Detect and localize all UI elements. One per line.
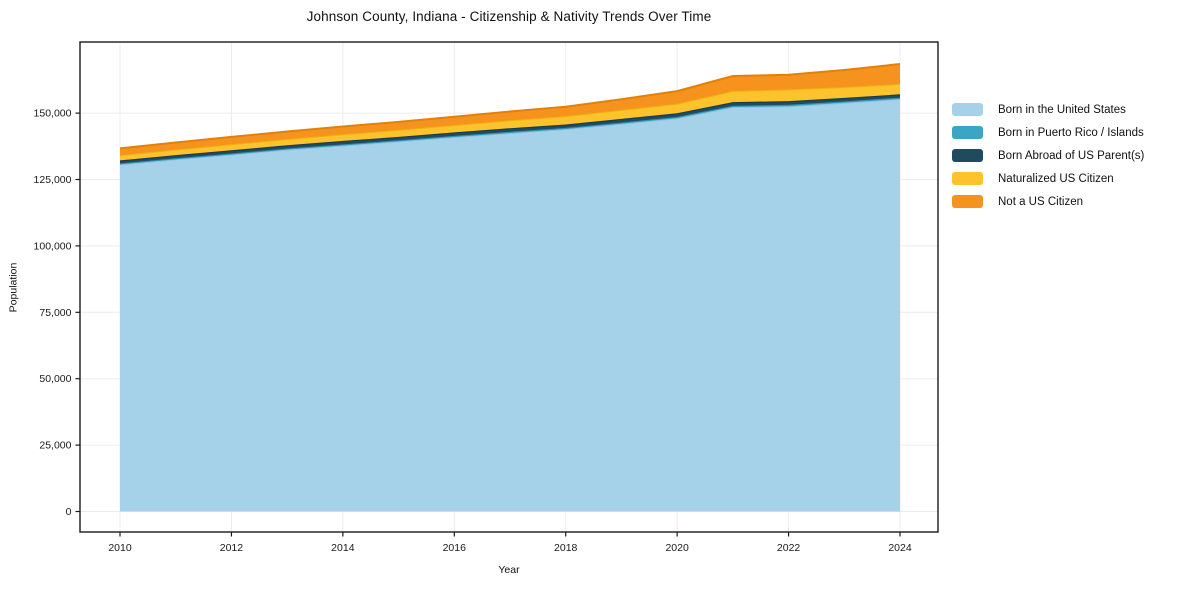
plot-frame: [79, 41, 939, 533]
legend-item: Born in Puerto Rico / Islands: [952, 126, 1144, 139]
legend-item: Not a US Citizen: [952, 195, 1144, 208]
legend-swatch-icon: [952, 172, 983, 185]
area-series-3: [120, 83, 900, 161]
x-tick-label: 2018: [554, 542, 578, 554]
area-edge-4: [119, 63, 901, 150]
legend-label: Born in Puerto Rico / Islands: [998, 126, 1144, 139]
x-tick-label: 2022: [777, 542, 801, 554]
x-tick-label: 2014: [331, 542, 355, 554]
y-tick-label: 150,000: [34, 108, 72, 120]
legend-swatch-icon: [952, 195, 983, 208]
y-tick-label: 0: [66, 506, 72, 518]
x-tick-label: 2020: [665, 542, 689, 554]
chart-title: Johnson County, Indiana - Citizenship & …: [306, 9, 712, 24]
legend-item: Naturalized US Citizen: [952, 172, 1144, 185]
x-axis-label: Year: [498, 564, 520, 576]
y-tick-label: 50,000: [39, 373, 71, 385]
y-tick-label: 25,000: [39, 440, 71, 452]
x-tick-label: 2012: [220, 542, 244, 554]
x-tick-label: 2016: [443, 542, 467, 554]
y-axis-label: Population: [7, 262, 20, 313]
legend-swatch-icon: [952, 126, 983, 139]
legend-label: Born in the United States: [998, 103, 1126, 116]
y-tick-label: 100,000: [34, 240, 72, 252]
area-series-4: [120, 64, 900, 156]
legend-item: Born in the United States: [952, 103, 1144, 116]
y-tick-label: 75,000: [39, 307, 71, 319]
legend: Born in the United States Born in Puerto …: [952, 103, 1144, 208]
legend-swatch-icon: [952, 149, 983, 162]
legend-label: Not a US Citizen: [998, 195, 1084, 208]
legend-label: Born Abroad of US Parent(s): [998, 149, 1145, 162]
area-series-0: [120, 99, 900, 512]
legend-label: Naturalized US Citizen: [998, 172, 1114, 185]
y-tick-label: 125,000: [34, 174, 72, 186]
x-tick-label: 2024: [888, 542, 912, 554]
x-tick-label: 2010: [108, 542, 132, 554]
legend-item: Born Abroad of US Parent(s): [952, 149, 1144, 162]
legend-swatch-icon: [952, 103, 983, 116]
